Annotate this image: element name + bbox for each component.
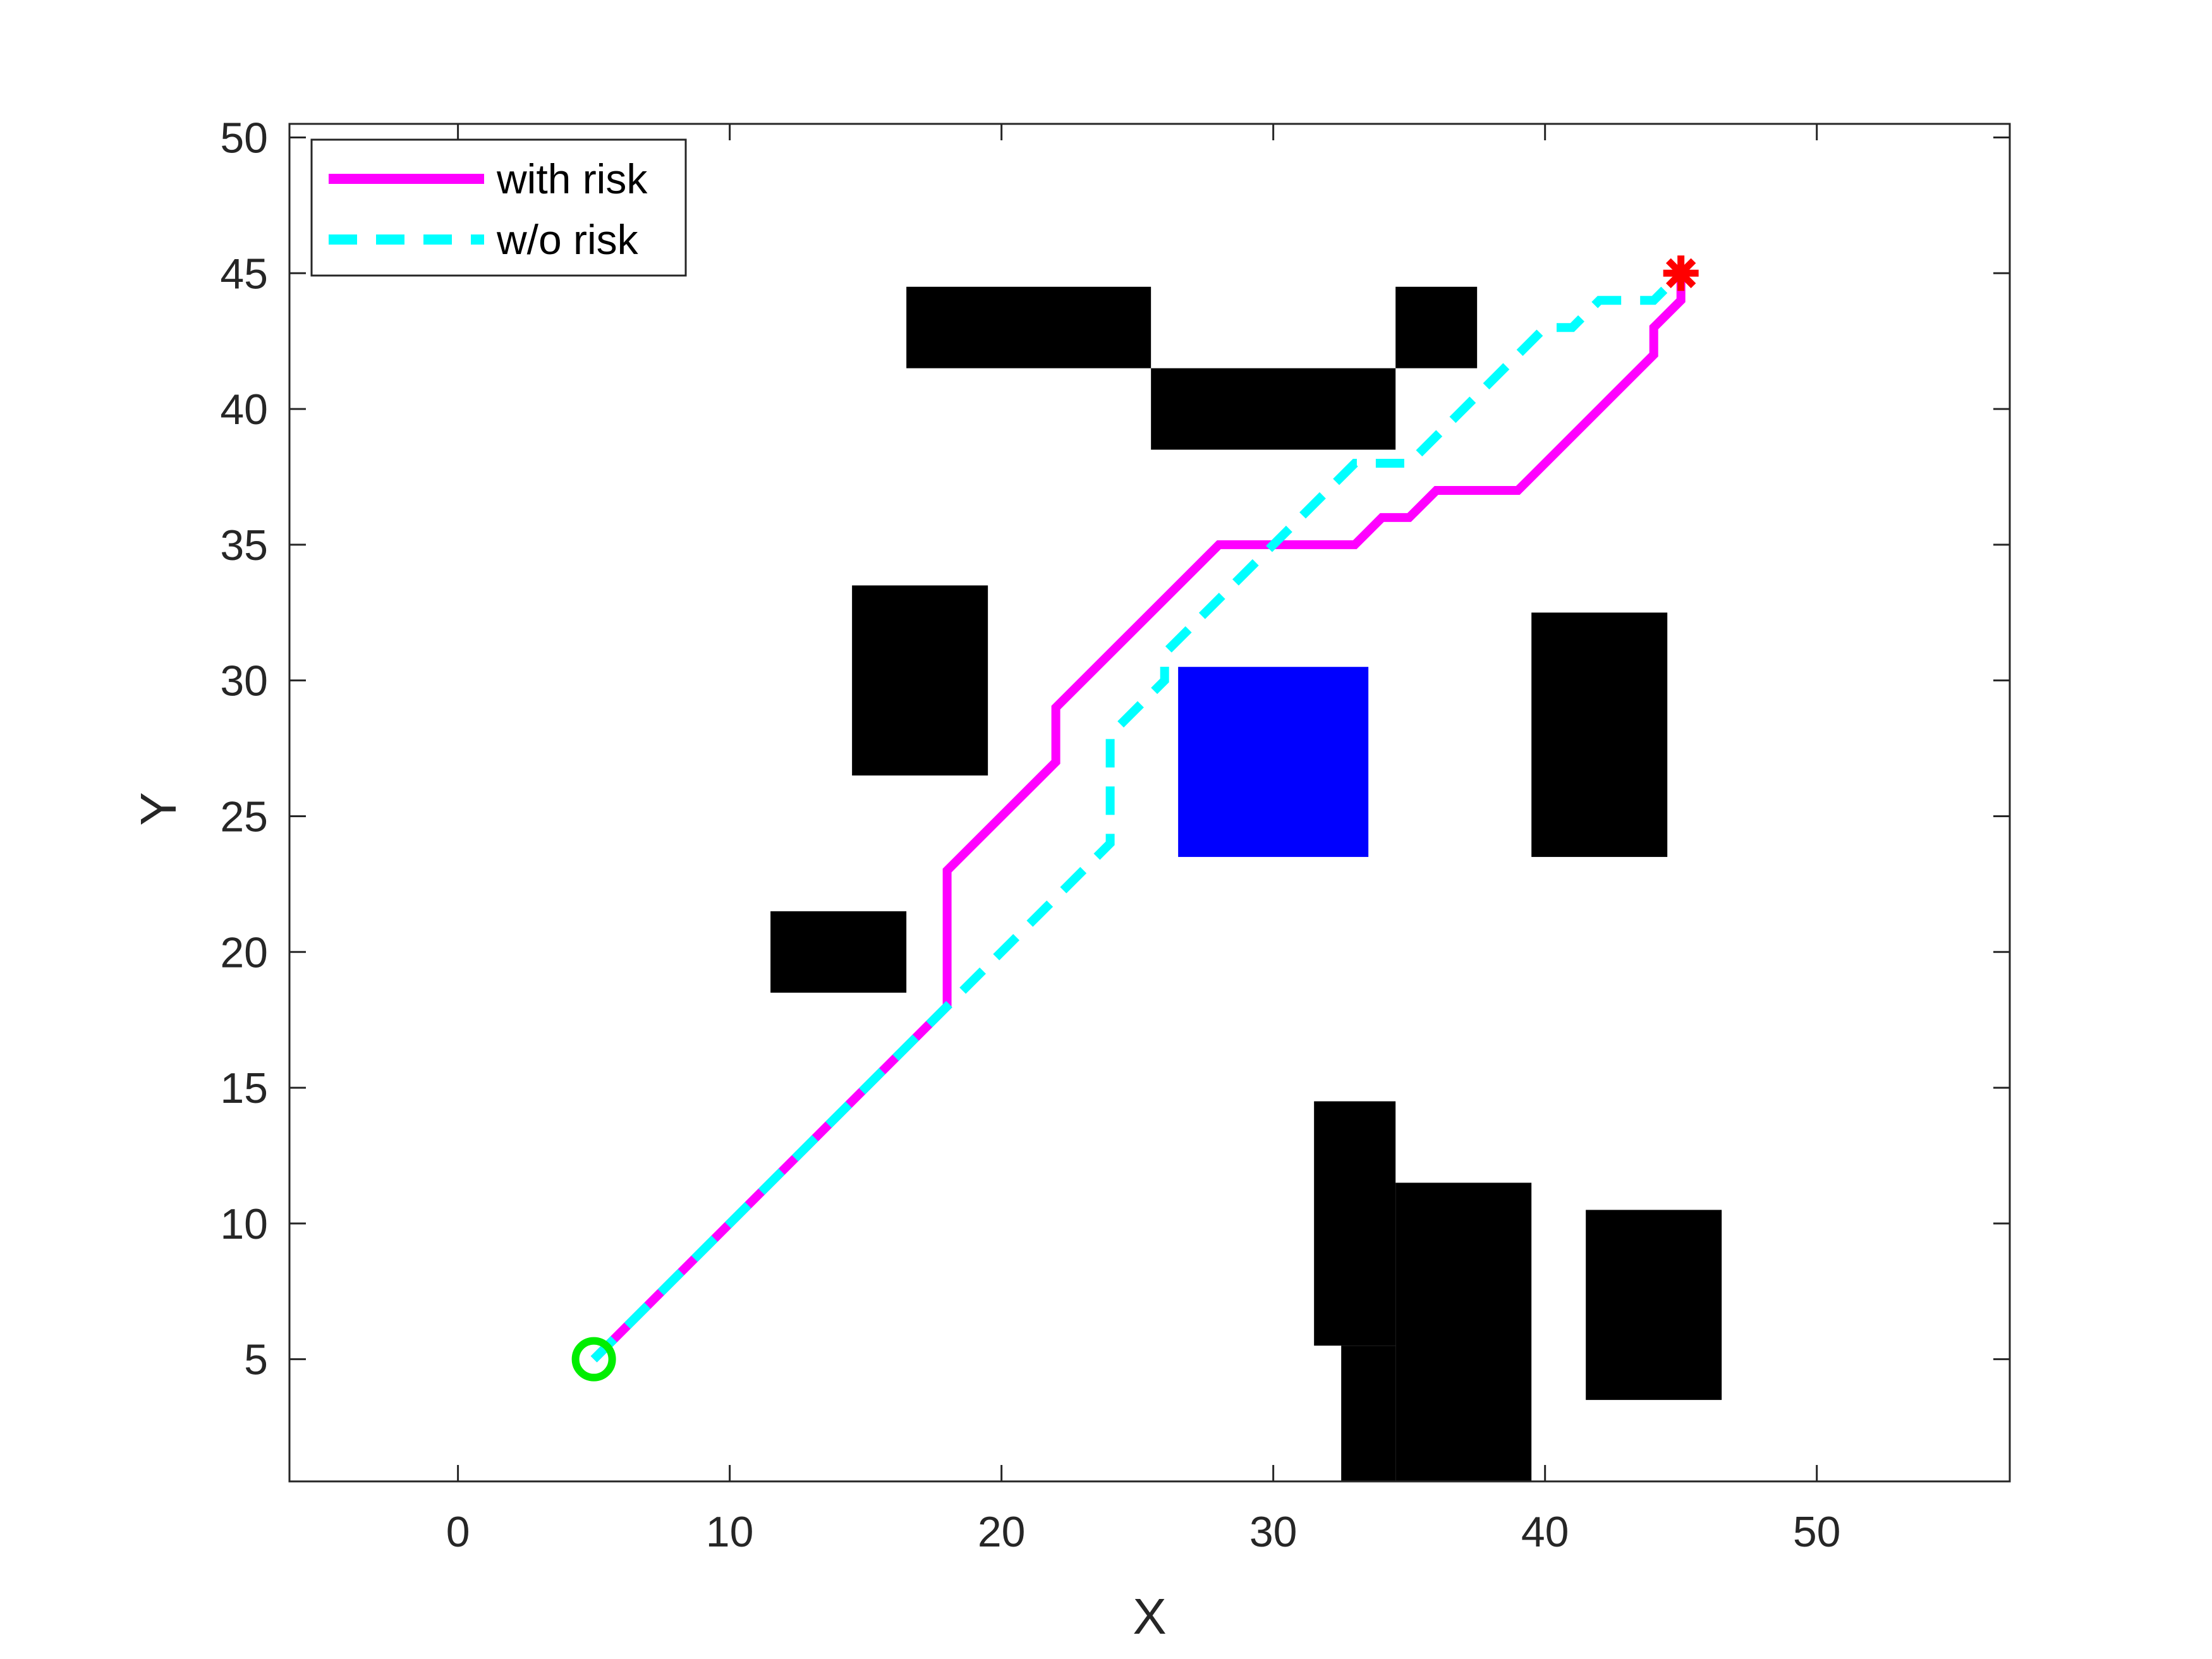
y-tick-label-30: 30 bbox=[220, 657, 268, 705]
legend-label-wo-risk: w/o risk bbox=[496, 216, 639, 263]
x-tick-label-40: 40 bbox=[1521, 1508, 1569, 1556]
y-tick-label-50: 50 bbox=[220, 114, 268, 162]
risk-zone-6 bbox=[1178, 667, 1369, 857]
series-with-risk-line bbox=[590, 273, 1686, 1363]
start-marker bbox=[571, 1337, 616, 1382]
plot-area bbox=[571, 255, 1722, 1481]
obstacle-5 bbox=[770, 911, 907, 993]
goal-marker-stroke-3 bbox=[1665, 258, 1696, 288]
series-wo-risk-line bbox=[590, 270, 1684, 1363]
x-tick-label-50: 50 bbox=[1793, 1508, 1841, 1556]
axes-box bbox=[288, 123, 2011, 1483]
x-tick-label-10: 10 bbox=[706, 1508, 754, 1556]
legend: with risk w/o risk bbox=[310, 138, 687, 277]
obstacle-4 bbox=[1531, 612, 1668, 857]
y-axis-title: Y bbox=[130, 792, 186, 825]
obstacle-1 bbox=[1151, 368, 1396, 450]
y-tick-label-10: 10 bbox=[220, 1200, 268, 1248]
y-tick-label-45: 45 bbox=[220, 250, 268, 298]
x-tick-label-0: 0 bbox=[446, 1508, 470, 1556]
obstacle-7 bbox=[1314, 1101, 1396, 1346]
obstacle-10 bbox=[1586, 1210, 1722, 1401]
obstacle-2 bbox=[1395, 286, 1478, 368]
y-tick-label-15: 15 bbox=[220, 1064, 268, 1112]
y-tick-label-25: 25 bbox=[220, 793, 268, 841]
y-tick-label-40: 40 bbox=[220, 386, 268, 434]
goal-marker bbox=[1663, 255, 1699, 291]
obstacle-0 bbox=[906, 286, 1152, 368]
legend-label-with-risk: with risk bbox=[496, 155, 648, 202]
axes: 0 10 20 30 40 50 5 10 15 20 25 30 35 40 45 50 bbox=[220, 114, 2011, 1556]
legend-box bbox=[310, 138, 687, 277]
x-tick-label-30: 30 bbox=[1249, 1508, 1297, 1556]
obstacle-9 bbox=[1341, 1346, 1396, 1481]
x-tick-label-20: 20 bbox=[978, 1508, 1026, 1556]
y-tick-label-35: 35 bbox=[220, 521, 268, 569]
y-tick-label-5: 5 bbox=[244, 1336, 268, 1384]
obstacle-3 bbox=[852, 585, 988, 776]
y-tick-label-20: 20 bbox=[220, 928, 268, 976]
obstacle-8 bbox=[1395, 1182, 1532, 1481]
x-axis-title: X bbox=[1133, 1588, 1166, 1644]
